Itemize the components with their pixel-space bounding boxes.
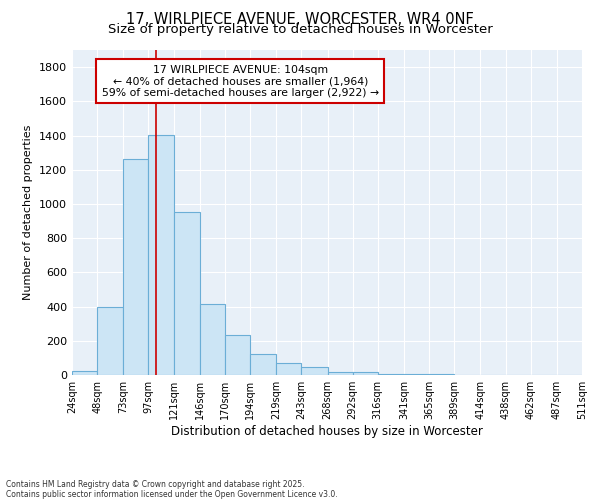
Bar — [173, 212, 200, 375]
Y-axis label: Number of detached properties: Number of detached properties — [23, 125, 34, 300]
X-axis label: Distribution of detached houses by size in Worcester: Distribution of detached houses by size … — [171, 425, 483, 438]
Bar — [328, 372, 353, 375]
Bar — [378, 374, 404, 375]
Bar — [301, 368, 328, 375]
Text: Contains HM Land Registry data © Crown copyright and database right 2025.
Contai: Contains HM Land Registry data © Crown c… — [6, 480, 338, 499]
Bar — [353, 372, 378, 375]
Text: Size of property relative to detached houses in Worcester: Size of property relative to detached ho… — [107, 22, 493, 36]
Bar — [429, 374, 454, 375]
Bar — [148, 134, 173, 375]
Text: 17 WIRLPIECE AVENUE: 104sqm
← 40% of detached houses are smaller (1,964)
59% of : 17 WIRLPIECE AVENUE: 104sqm ← 40% of det… — [102, 64, 379, 98]
Bar — [225, 335, 250, 375]
Bar — [404, 374, 429, 375]
Bar — [200, 304, 225, 375]
Bar — [276, 363, 301, 375]
Text: 17, WIRLPIECE AVENUE, WORCESTER, WR4 0NF: 17, WIRLPIECE AVENUE, WORCESTER, WR4 0NF — [126, 12, 474, 28]
Bar — [250, 354, 276, 375]
Bar — [124, 158, 148, 375]
Bar — [72, 370, 97, 375]
Bar — [97, 308, 124, 375]
